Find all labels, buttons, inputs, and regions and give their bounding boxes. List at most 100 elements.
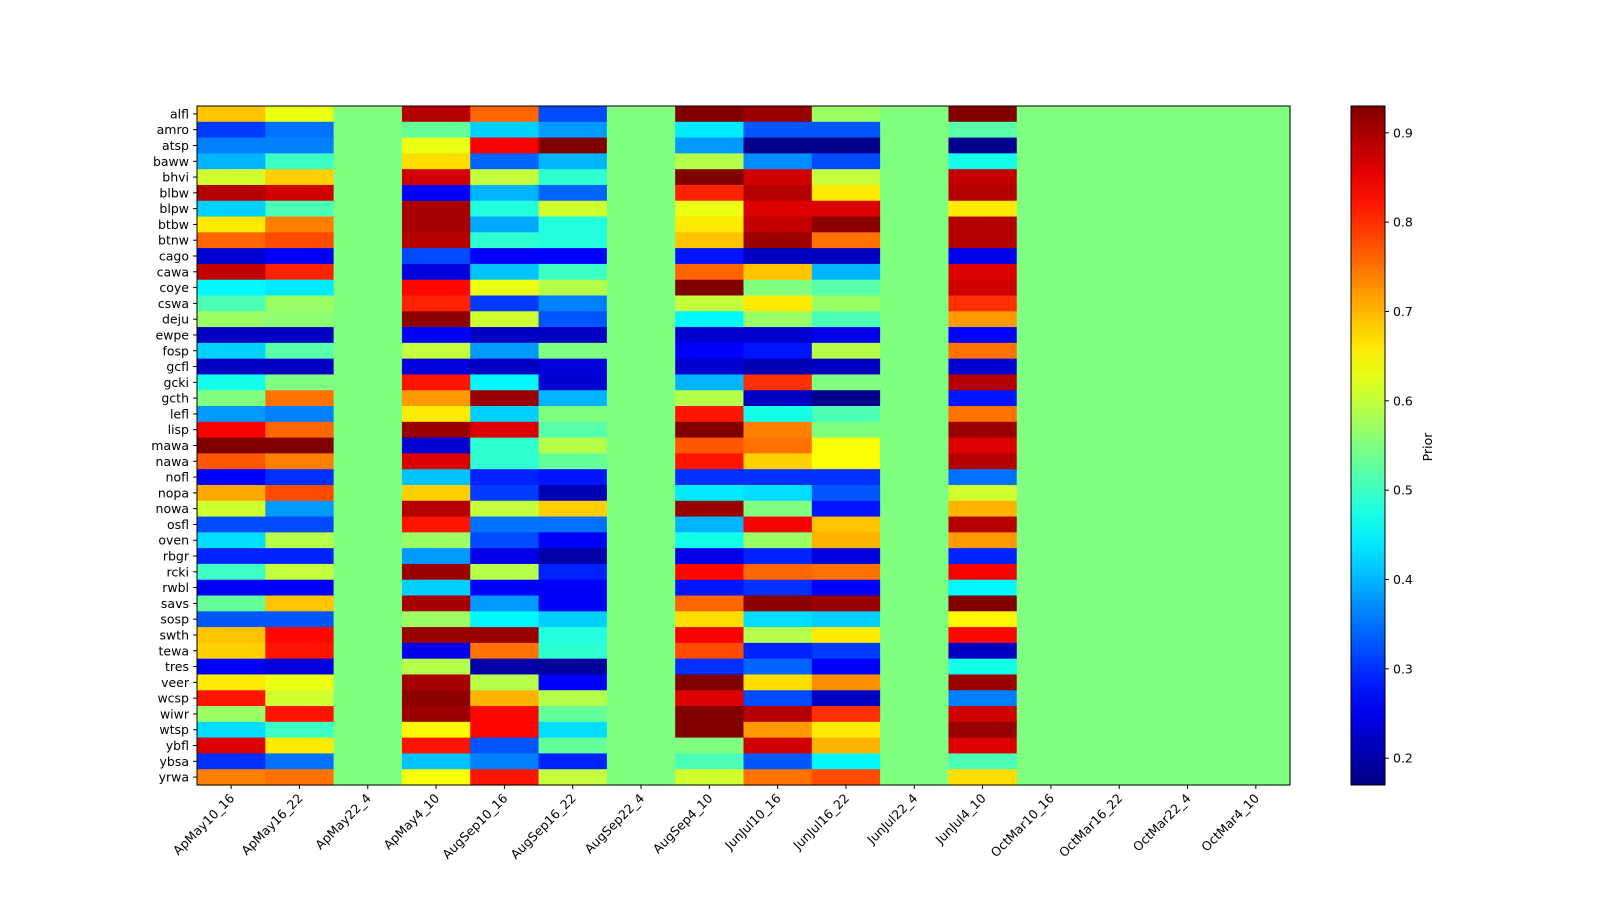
cell-gcth-ApMay4_10 [401, 390, 471, 407]
cell-rcki-ApMay4_10 [401, 563, 471, 581]
cell-rwbl-AugSep4_10 [675, 579, 745, 597]
y-tick-label: cswa [158, 296, 189, 311]
cell-baww-ApMay4_10 [401, 153, 471, 170]
cell-bhvi-AugSep16_22 [538, 169, 608, 186]
colorbar-ticks: 0.2 0.3 0.4 0.5 0.6 0.7 0.8 0.9 [1385, 125, 1413, 766]
cell-yrwa-ApMay16_22 [265, 769, 335, 786]
cell-wiwr-OctMar16_22 [1085, 706, 1154, 723]
y-tick-label: gcth [161, 391, 189, 406]
cell-veer-ApMay22_4 [333, 674, 403, 691]
cell-oven-ApMay10_16 [197, 532, 266, 549]
cell-lefl-OctMar16_22 [1085, 406, 1154, 423]
cell-nawa-AugSep22_4 [606, 453, 676, 470]
cell-nopa-AugSep16_22 [538, 484, 608, 502]
cell-alfl-OctMar4_10 [1221, 106, 1291, 123]
cell-cswa-OctMar16_22 [1085, 295, 1154, 312]
cell-btnw-ApMay16_22 [265, 232, 335, 249]
cell-lefl-ApMay22_4 [333, 406, 403, 423]
y-tick-label: tewa [159, 643, 189, 658]
cell-atsp-OctMar16_22 [1085, 137, 1154, 154]
cell-nopa-AugSep4_10 [675, 484, 745, 502]
cell-lisp-JunJul4_10 [948, 421, 1018, 439]
cell-amro-ApMay16_22 [265, 121, 335, 139]
cell-deju-JunJul4_10 [948, 311, 1018, 328]
cell-cago-ApMay4_10 [401, 248, 471, 265]
cell-oven-ApMay16_22 [265, 532, 335, 549]
cell-oven-OctMar4_10 [1221, 532, 1291, 549]
cell-fosp-OctMar4_10 [1221, 342, 1291, 360]
cell-alfl-OctMar22_4 [1153, 106, 1223, 123]
cell-mawa-ApMay4_10 [401, 437, 471, 454]
y-tick-label: veer [161, 675, 190, 690]
cell-lisp-JunJul10_16 [743, 421, 813, 439]
cell-bhvi-OctMar16_22 [1085, 169, 1154, 186]
cell-alfl-AugSep4_10 [675, 106, 745, 123]
cell-ybfl-JunJul4_10 [948, 737, 1018, 755]
cell-gcki-OctMar16_22 [1085, 374, 1154, 391]
cell-tres-JunJul22_4 [880, 658, 950, 676]
cell-gcki-AugSep4_10 [675, 374, 745, 391]
cell-fosp-OctMar22_4 [1153, 342, 1223, 360]
cell-rcki-OctMar4_10 [1221, 563, 1291, 581]
cell-amro-OctMar10_16 [1016, 121, 1086, 139]
cell-rwbl-OctMar22_4 [1153, 579, 1223, 597]
cell-nowa-AugSep22_4 [606, 500, 676, 518]
cell-bhvi-JunJul16_22 [811, 169, 881, 186]
cell-baww-OctMar16_22 [1085, 153, 1154, 170]
cell-btbw-AugSep22_4 [606, 216, 676, 233]
cell-lefl-ApMay4_10 [401, 406, 471, 423]
cell-ewpe-OctMar16_22 [1085, 327, 1154, 344]
cell-blpw-OctMar4_10 [1221, 200, 1291, 218]
cell-blbw-OctMar22_4 [1153, 184, 1223, 202]
cell-cago-OctMar4_10 [1221, 248, 1291, 265]
cell-deju-OctMar10_16 [1016, 311, 1086, 328]
cell-cawa-ApMay16_22 [265, 263, 335, 281]
cell-btbw-OctMar10_16 [1016, 216, 1086, 233]
cell-blbw-AugSep10_16 [470, 184, 540, 202]
cell-rcki-ApMay10_16 [197, 563, 266, 581]
cell-rbgr-ApMay22_4 [333, 548, 403, 565]
cell-sosp-AugSep4_10 [675, 611, 745, 628]
cell-wcsp-ApMay10_16 [197, 690, 266, 707]
cell-rwbl-AugSep16_22 [538, 579, 608, 597]
cell-yrwa-JunJul4_10 [948, 769, 1018, 786]
cell-swth-JunJul22_4 [880, 627, 950, 644]
cell-btnw-JunJul10_16 [743, 232, 813, 249]
cell-tewa-OctMar16_22 [1085, 642, 1154, 660]
cell-rbgr-AugSep22_4 [606, 548, 676, 565]
cell-blbw-ApMay10_16 [197, 184, 266, 202]
cell-cswa-AugSep4_10 [675, 295, 745, 312]
cell-cawa-JunJul4_10 [948, 263, 1018, 281]
y-tick-label: rbgr [163, 549, 190, 564]
cell-nawa-OctMar10_16 [1016, 453, 1086, 470]
cell-baww-AugSep16_22 [538, 153, 608, 170]
cell-cawa-ApMay10_16 [197, 263, 266, 281]
cell-nopa-JunJul10_16 [743, 484, 813, 502]
cell-wtsp-AugSep16_22 [538, 721, 608, 739]
cell-btnw-AugSep16_22 [538, 232, 608, 249]
cell-nofl-OctMar22_4 [1153, 469, 1223, 486]
cell-oven-OctMar10_16 [1016, 532, 1086, 549]
cell-bhvi-ApMay16_22 [265, 169, 335, 186]
cell-osfl-ApMay4_10 [401, 516, 471, 533]
cell-ybsa-AugSep4_10 [675, 753, 745, 770]
cell-cago-AugSep16_22 [538, 248, 608, 265]
cell-sosp-ApMay22_4 [333, 611, 403, 628]
cell-gcfl-OctMar10_16 [1016, 358, 1086, 376]
cell-lefl-AugSep4_10 [675, 406, 745, 423]
y-tick-label: lisp [168, 422, 189, 437]
cell-amro-AugSep10_16 [470, 121, 540, 139]
cell-coye-OctMar4_10 [1221, 279, 1291, 297]
cell-nofl-AugSep16_22 [538, 469, 608, 486]
cell-savs-JunJul10_16 [743, 595, 813, 612]
cell-bhvi-ApMay10_16 [197, 169, 266, 186]
cell-sosp-ApMay4_10 [401, 611, 471, 628]
cell-swth-JunJul16_22 [811, 627, 881, 644]
cell-nowa-AugSep10_16 [470, 500, 540, 518]
cell-rwbl-OctMar10_16 [1016, 579, 1086, 597]
cell-wcsp-JunJul22_4 [880, 690, 950, 707]
cell-baww-ApMay22_4 [333, 153, 403, 170]
cell-nawa-ApMay4_10 [401, 453, 471, 470]
cell-veer-AugSep10_16 [470, 674, 540, 691]
cell-wcsp-JunJul10_16 [743, 690, 813, 707]
